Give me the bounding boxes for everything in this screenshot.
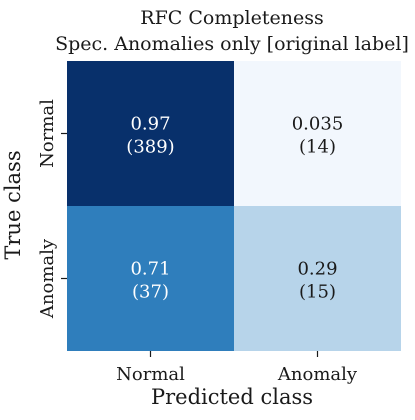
y-axis-ticks: Normal Anomaly xyxy=(37,99,67,319)
heatmap-cells xyxy=(67,61,401,351)
cell-count-1-1: (15) xyxy=(299,282,336,303)
x-axis-title: Predicted class xyxy=(151,385,313,409)
cell-count-1-0: (37) xyxy=(132,282,169,303)
heatmap-cell-labels: 0.97(389) 0.035(14) 0.71(37) 0.29(15) xyxy=(126,114,343,303)
cell-value-0-1: 0.035 xyxy=(292,114,344,135)
chart-title-line-1: RFC Completeness xyxy=(140,7,323,29)
heatmap-cell-anomaly-normal xyxy=(67,206,234,351)
x-tick-label: Normal xyxy=(116,364,185,385)
cell-value-0-0: 0.97 xyxy=(130,114,170,135)
y-tick-label: Normal xyxy=(37,99,58,168)
heatmap-cell-normal-normal xyxy=(67,61,234,206)
x-tick-label: Anomaly xyxy=(277,364,358,385)
y-axis-title: True class xyxy=(1,150,25,259)
x-axis-ticks: Normal Anomaly xyxy=(116,351,358,385)
cell-count-0-1: (14) xyxy=(299,137,336,158)
cell-count-0-0: (389) xyxy=(126,137,174,158)
heatmap-cell-normal-anomaly xyxy=(234,61,401,206)
y-tick-label: Anomaly xyxy=(37,238,58,319)
cell-value-1-0: 0.71 xyxy=(130,259,170,280)
chart-title-line-2: Spec. Anomalies only [original label] xyxy=(55,33,409,55)
cell-value-1-1: 0.29 xyxy=(297,259,337,280)
heatmap-cell-anomaly-anomaly xyxy=(234,206,401,351)
